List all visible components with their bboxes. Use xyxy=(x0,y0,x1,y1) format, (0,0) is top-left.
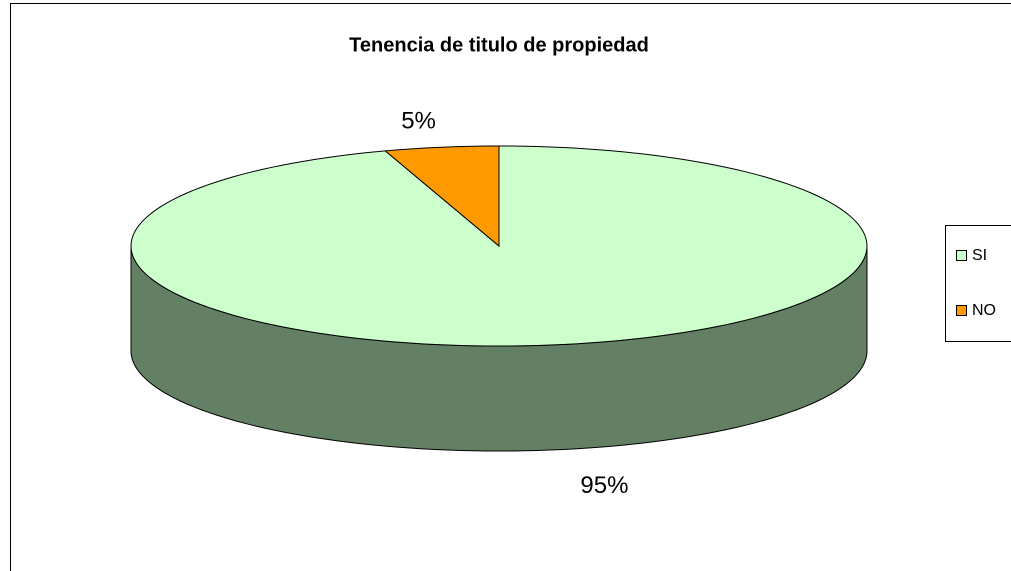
legend-label: NO xyxy=(972,302,996,319)
legend-swatch xyxy=(956,305,967,316)
legend-box xyxy=(945,225,1011,342)
data-label: 95% xyxy=(580,472,628,499)
legend-label: SI xyxy=(972,247,987,264)
slice xyxy=(384,145,500,248)
chart-title: Tenencia de titulo de propiedad xyxy=(349,34,649,56)
data-label: 5% xyxy=(401,108,436,135)
legend-swatch xyxy=(956,250,967,261)
